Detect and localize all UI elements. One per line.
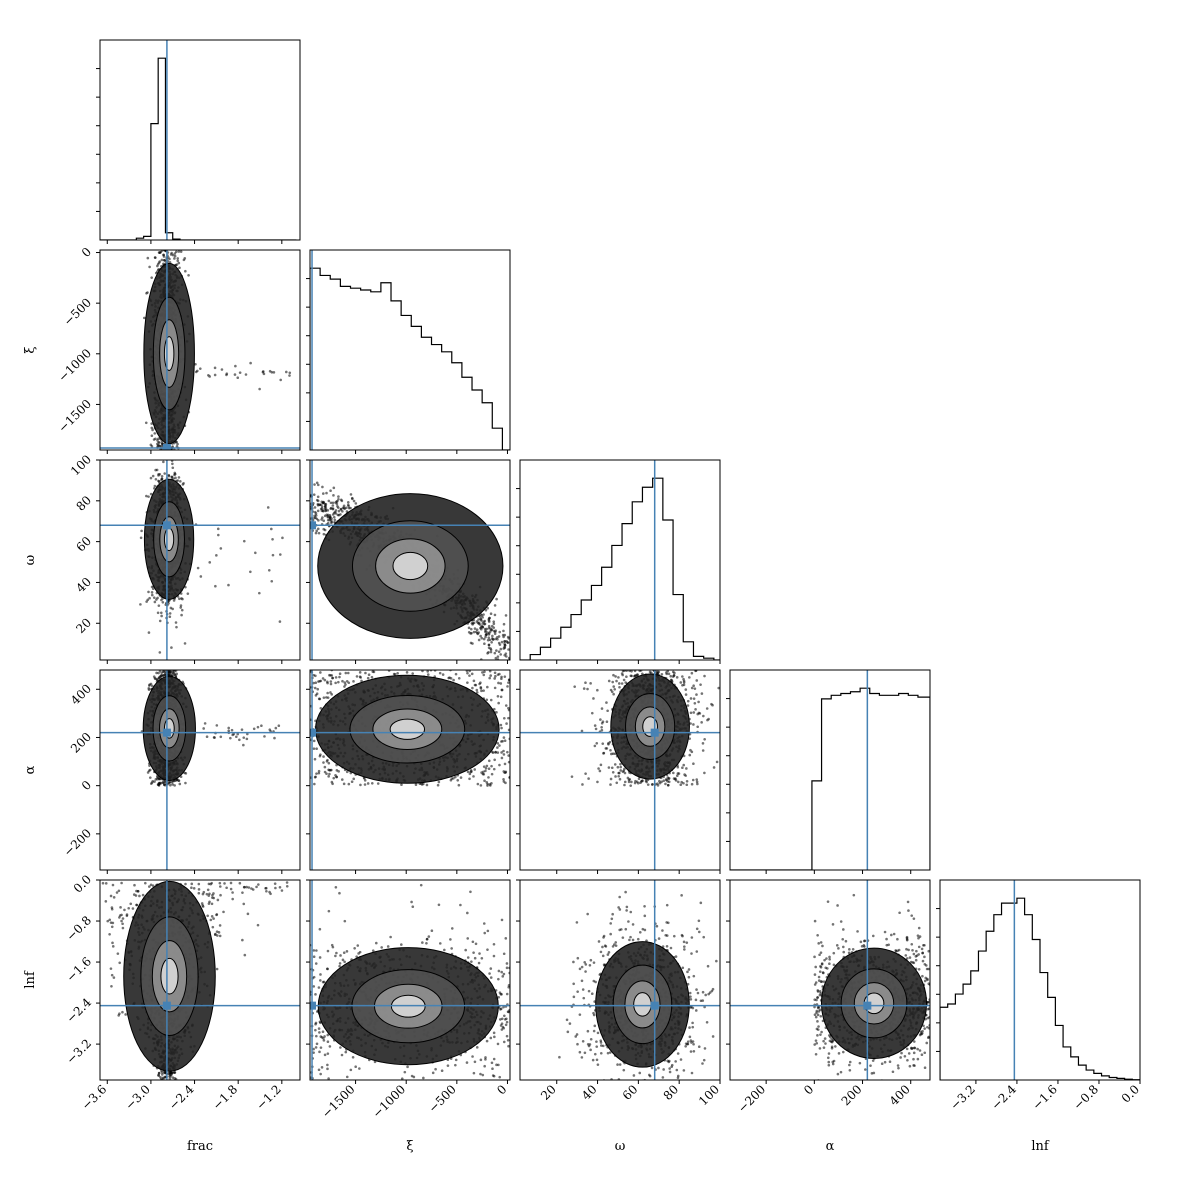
x-tick-label-lnf: −0.8 [1071, 1082, 1102, 1113]
y-tick-label-omega: 100 [68, 452, 94, 478]
y-tick-label-alpha: 0 [79, 778, 94, 793]
panel-frame [99, 879, 301, 1081]
panel-frame [309, 879, 511, 1081]
x-tick-label-omega: 100 [696, 1082, 722, 1108]
panel-frame [519, 669, 721, 871]
panel-omega-alpha [516, 669, 721, 874]
y-tick-label-lnf: −1.6 [64, 954, 95, 985]
x-tick-label-frac: −1.2 [253, 1082, 284, 1113]
panel-frame [519, 459, 721, 661]
histogram-omega [520, 477, 720, 660]
panel-alpha-alpha [726, 669, 931, 874]
x-tick-label-xi: −500 [426, 1082, 459, 1115]
y-axis-label-alpha: α [23, 765, 38, 774]
panel-frac-frac [96, 39, 301, 244]
histogram-lnf [940, 897, 1140, 1080]
y-tick-label-omega: 20 [73, 615, 94, 636]
x-tick-label-lnf: −1.6 [1030, 1082, 1061, 1113]
x-tick-label-lnf: −3.2 [948, 1082, 979, 1113]
panel-xi-alpha [306, 669, 511, 874]
truth-marker [162, 1001, 171, 1010]
panel-xi-lnf: −1500 −1000 −500 0 [306, 879, 511, 1121]
panel-frame [99, 459, 301, 661]
y-tick-label-alpha: 400 [68, 681, 94, 707]
histogram-xi [310, 267, 510, 450]
y-tick-label-alpha: 200 [68, 730, 94, 756]
truth-marker [162, 728, 171, 737]
x-tick-label-xi: 0 [494, 1082, 509, 1097]
x-tick-label-omega: 80 [661, 1082, 682, 1103]
panel-frame [939, 879, 1141, 1081]
y-tick-label-lnf: 0.0 [71, 872, 94, 895]
panel-frame [99, 249, 301, 451]
y-axis-label-xi: ξ [23, 346, 38, 353]
x-tick-label-frac: −3.6 [79, 1082, 110, 1113]
panel-alpha-lnf: −200 0 200 400 [726, 879, 931, 1115]
y-tick-label-lnf: −3.2 [64, 1036, 95, 1067]
x-tick-label-alpha: −200 [735, 1082, 768, 1115]
truth-marker [650, 728, 659, 737]
y-tick-label-lnf: −0.8 [64, 913, 95, 944]
truth-marker [863, 1001, 872, 1010]
x-axis-label-lnf: lnf [1031, 1139, 1050, 1154]
y-tick-label-lnf: −2.4 [64, 995, 95, 1026]
x-tick-label-frac: −2.4 [166, 1082, 197, 1113]
x-tick-label-frac: −1.8 [210, 1082, 241, 1113]
panel-frame [729, 669, 931, 871]
panel-frac-alpha: −200 0 200 400 [61, 669, 301, 874]
y-tick-label-xi: −1500 [56, 397, 95, 436]
x-axis-label-alpha: α [826, 1139, 835, 1154]
y-tick-label-xi: −1000 [56, 346, 95, 385]
x-tick-label-frac: −3.0 [123, 1082, 154, 1113]
panel-xi-xi [306, 249, 511, 454]
truth-marker [650, 1001, 659, 1010]
panel-frame [309, 669, 511, 871]
x-tick-label-omega: 40 [579, 1082, 600, 1103]
y-tick-label-omega: 80 [73, 493, 94, 514]
panel-frac-lnf: −3.6 −3.0 −2.4 −1.8 −1.2 −3.2 −2.4 −1.6 −0.8 0.0 [64, 872, 301, 1113]
panel-frac-xi: −1500 −1000 −500 0 [56, 245, 301, 454]
x-tick-label-alpha: 0 [801, 1082, 816, 1097]
panel-frame [309, 459, 511, 661]
panel-frame [309, 249, 511, 451]
histogram-alpha [730, 687, 930, 870]
truth-marker [310, 1001, 317, 1010]
y-tick-label-alpha: −200 [61, 826, 94, 859]
y-axis-label-omega: ω [23, 555, 38, 566]
x-axis-label-omega: ω [615, 1139, 626, 1154]
x-tick-label-omega: 20 [538, 1082, 559, 1103]
x-tick-label-alpha: 200 [839, 1082, 865, 1108]
histogram-frac [100, 57, 297, 240]
y-axis-label-lnf: lnf [23, 970, 38, 989]
panel-frame [729, 879, 931, 1081]
y-tick-label-xi: 0 [79, 245, 94, 260]
y-tick-label-xi: −500 [61, 295, 94, 328]
panel-xi-omega [306, 459, 511, 664]
x-axis-label-frac: frac [187, 1139, 213, 1154]
x-tick-label-xi: −1000 [370, 1082, 409, 1121]
x-axis-label-xi: ξ [406, 1139, 413, 1154]
panel-frame [99, 669, 301, 871]
x-tick-label-omega: 60 [620, 1082, 641, 1103]
panel-frame [519, 879, 721, 1081]
truth-marker [162, 443, 171, 450]
x-tick-label-xi: −1500 [319, 1082, 358, 1121]
x-tick-label-alpha: 400 [887, 1082, 913, 1108]
truth-marker [162, 521, 171, 530]
x-tick-label-lnf: 0.0 [1119, 1082, 1142, 1105]
y-tick-label-omega: 40 [73, 575, 94, 596]
panel-omega-omega [516, 459, 721, 664]
x-tick-label-lnf: −2.4 [989, 1082, 1020, 1113]
truth-marker [310, 521, 317, 530]
panel-lnf-lnf: −3.2 −2.4 −1.6 −0.8 0.0 [936, 879, 1142, 1113]
panel-frame [99, 39, 301, 241]
panel-omega-lnf: 20 40 60 80 100 [516, 879, 722, 1108]
panel-frac-omega: 20 40 60 80 100 [68, 452, 301, 664]
y-tick-label-omega: 60 [73, 534, 94, 555]
truth-marker [310, 728, 317, 737]
